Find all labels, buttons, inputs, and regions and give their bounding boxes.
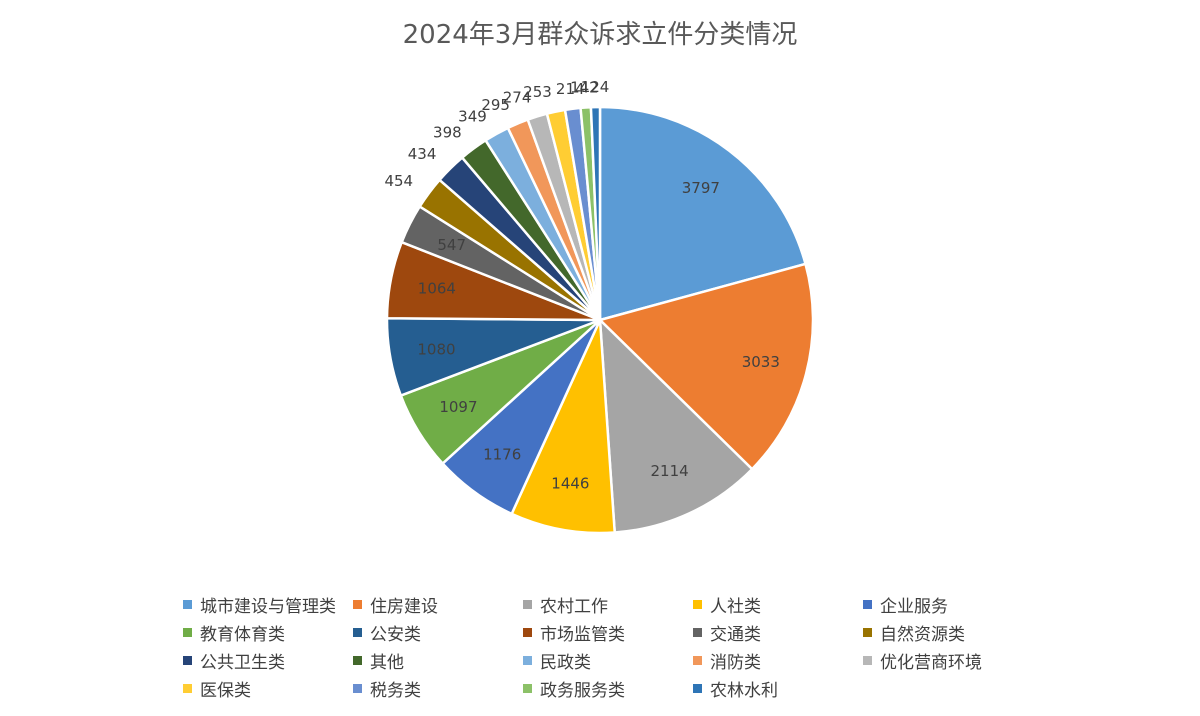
legend-label: 民政类 bbox=[540, 652, 591, 673]
legend-item: 农林水利 bbox=[693, 676, 778, 701]
legend-item: 市场监管类 bbox=[523, 620, 625, 645]
pie-chart: 3797 3033 2114 1446 1176 1097 1080 1064 547 454 43… bbox=[384, 78, 815, 535]
legend-label: 企业服务 bbox=[880, 596, 948, 617]
pie-slice-3 bbox=[598, 316, 754, 534]
legend-swatch bbox=[523, 599, 532, 609]
legend-swatch bbox=[693, 683, 702, 693]
legend-label: 人社类 bbox=[710, 596, 761, 617]
legend-swatch bbox=[353, 627, 362, 637]
legend-item: 住房建设 bbox=[353, 592, 438, 617]
legend-item: 公共卫生类 bbox=[183, 648, 285, 673]
data-label-18: 142 bbox=[570, 79, 599, 97]
data-label-13: 349 bbox=[458, 107, 487, 125]
data-label-16: 253 bbox=[523, 83, 552, 101]
data-label-6: 1097 bbox=[439, 398, 477, 416]
legend-item: 人社类 bbox=[693, 592, 761, 617]
pie-slice-19 bbox=[589, 105, 602, 321]
pie-slice-4 bbox=[510, 319, 617, 535]
data-label-4: 1446 bbox=[551, 474, 589, 492]
legend-item: 城市建设与管理类 bbox=[183, 592, 336, 617]
legend-label: 税务类 bbox=[370, 680, 421, 701]
legend-swatch bbox=[693, 655, 702, 665]
legend-label: 公安类 bbox=[370, 624, 421, 645]
legend-swatch bbox=[693, 599, 702, 609]
legend-item: 公安类 bbox=[353, 620, 421, 645]
legend-label: 医保类 bbox=[200, 680, 251, 701]
legend-swatch bbox=[353, 683, 362, 693]
data-label-19: 124 bbox=[581, 78, 610, 96]
legend-item: 其他 bbox=[353, 648, 404, 673]
chart-title: 2024年3月群众诉求立件分类情况 bbox=[402, 20, 798, 50]
legend-label: 其他 bbox=[370, 652, 404, 673]
legend-label: 城市建设与管理类 bbox=[200, 596, 336, 617]
legend-label: 农林水利 bbox=[710, 680, 778, 701]
legend-item: 农村工作 bbox=[523, 592, 608, 617]
pie-slice-1 bbox=[598, 105, 808, 322]
data-label-12: 398 bbox=[433, 123, 462, 141]
legend-swatch bbox=[863, 627, 872, 637]
data-label-5: 1176 bbox=[483, 445, 521, 463]
legend-swatch bbox=[863, 655, 872, 665]
legend-swatch bbox=[183, 627, 192, 637]
legend-item: 自然资源类 bbox=[863, 620, 965, 645]
legend-label: 公共卫生类 bbox=[200, 652, 285, 673]
legend-item: 企业服务 bbox=[863, 592, 948, 617]
data-label-15: 274 bbox=[503, 88, 532, 106]
legend-label: 政务服务类 bbox=[540, 680, 625, 701]
data-label-2: 3033 bbox=[742, 353, 780, 371]
data-label-17: 214 bbox=[556, 80, 585, 98]
legend-item: 消防类 bbox=[693, 648, 761, 673]
legend-item: 交通类 bbox=[693, 620, 761, 645]
data-label-10: 454 bbox=[384, 172, 413, 190]
legend-swatch bbox=[183, 655, 192, 665]
legend-swatch bbox=[353, 599, 362, 609]
data-label-9: 547 bbox=[437, 236, 466, 254]
legend-swatch bbox=[183, 599, 192, 609]
legend-item: 政务服务类 bbox=[523, 676, 625, 701]
data-label-14: 295 bbox=[481, 96, 510, 114]
legend-label: 消防类 bbox=[710, 652, 761, 673]
data-label-8: 1064 bbox=[418, 279, 456, 297]
legend-swatch bbox=[523, 655, 532, 665]
legend-swatch bbox=[693, 627, 702, 637]
legend-swatch bbox=[523, 627, 532, 637]
legend-label: 市场监管类 bbox=[540, 624, 625, 645]
legend-label: 优化营商环境 bbox=[880, 652, 982, 673]
legend-label: 教育体育类 bbox=[200, 624, 285, 645]
legend-swatch bbox=[523, 683, 532, 693]
legend-item: 教育体育类 bbox=[183, 620, 285, 645]
legend-swatch bbox=[863, 599, 872, 609]
data-label-7: 1080 bbox=[417, 340, 455, 358]
legend-label: 住房建设 bbox=[370, 596, 438, 617]
legend-swatch bbox=[183, 683, 192, 693]
data-label-1: 3797 bbox=[682, 179, 720, 197]
legend-label: 农村工作 bbox=[540, 596, 608, 617]
data-label-3: 2114 bbox=[651, 462, 689, 480]
legend-item: 税务类 bbox=[353, 676, 421, 701]
legend-label: 交通类 bbox=[710, 624, 761, 645]
legend-swatch bbox=[353, 655, 362, 665]
legend-label: 自然资源类 bbox=[880, 624, 965, 645]
legend-item: 医保类 bbox=[183, 676, 251, 701]
pie-slice-2 bbox=[597, 262, 815, 471]
legend-item: 民政类 bbox=[523, 648, 591, 673]
legend-item: 优化营商环境 bbox=[863, 648, 982, 673]
data-label-11: 434 bbox=[408, 145, 437, 163]
